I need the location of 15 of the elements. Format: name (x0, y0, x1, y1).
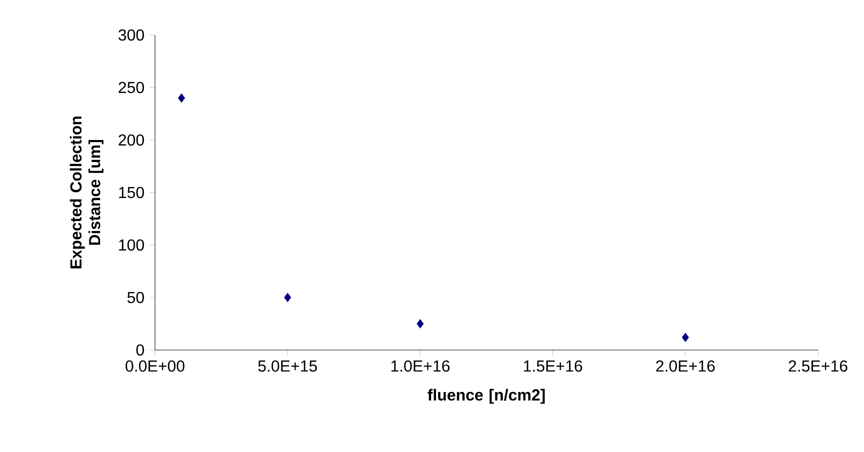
y-tick-label: 250 (118, 82, 144, 94)
y-axis-title: Expected Collection Distance [um] (70, 116, 104, 268)
x-tick-label: 1.0E+16 (391, 360, 450, 372)
y-tick-label: 100 (119, 239, 144, 251)
x-tick-label: 2.5E+16 (788, 360, 848, 372)
x-tick-label: 0.0E+00 (126, 360, 184, 372)
x-tick-label: 5.0E+15 (258, 360, 317, 372)
y-tick-label: 0 (136, 344, 144, 356)
x-tick-label: 2.0E+16 (656, 360, 715, 372)
y-tick-label: 300 (118, 29, 144, 41)
x-axis-title: fluence [n/cm2] (428, 388, 545, 404)
x-tick-label: 1.5E+16 (524, 360, 582, 372)
y-tick-label: 50 (127, 292, 144, 304)
y-tick-label: 150 (119, 186, 144, 198)
y-tick-label: 200 (118, 134, 144, 146)
